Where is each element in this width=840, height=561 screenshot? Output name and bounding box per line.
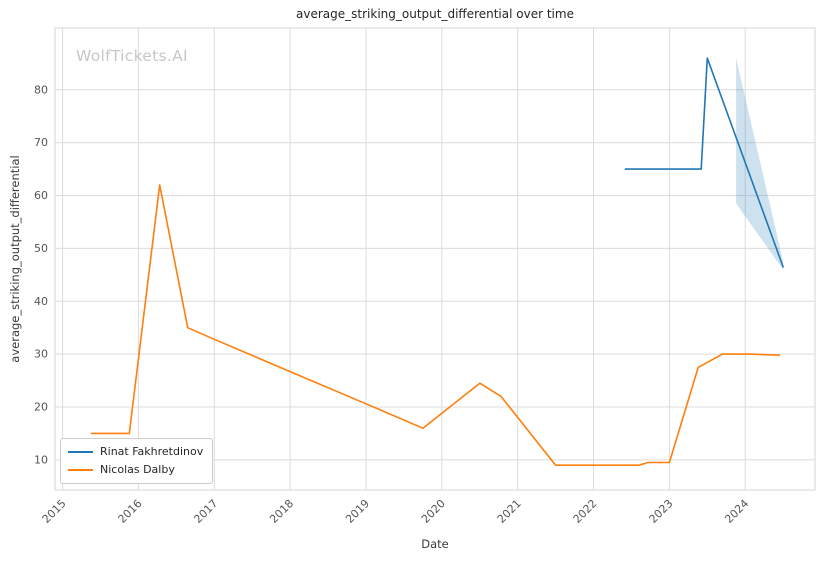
chart-title: average_striking_output_differential ove… xyxy=(296,7,574,21)
x-tick-label: 2015 xyxy=(40,497,69,526)
y-tick-label: 70 xyxy=(34,136,48,149)
y-axis-label: average_striking_output_differential xyxy=(8,155,22,363)
legend-label-dalby: Nicolas Dalby xyxy=(100,463,175,476)
x-tick-label: 2017 xyxy=(191,497,220,526)
y-tick-label: 10 xyxy=(34,453,48,466)
y-tick-label: 60 xyxy=(34,189,48,202)
x-tick-label: 2018 xyxy=(267,497,296,526)
x-tick-label: 2019 xyxy=(343,497,372,526)
y-tick-label: 40 xyxy=(34,295,48,308)
legend-line-rinat-swatch xyxy=(68,451,93,453)
legend-item-rinat-fakhretdinov: Rinat Fakhretdinov xyxy=(68,444,203,460)
x-axis-label: Date xyxy=(421,537,449,551)
series-line-nicolas-dalby xyxy=(90,184,781,467)
y-tick-label: 20 xyxy=(34,401,48,414)
x-tick-label: 2020 xyxy=(419,497,448,526)
y-tick-label: 80 xyxy=(34,83,48,96)
watermark: WolfTickets.AI xyxy=(76,47,188,65)
x-tick-label: 2016 xyxy=(116,497,145,526)
x-tick-label: 2024 xyxy=(722,497,751,526)
y-tick-label: 30 xyxy=(34,348,48,361)
legend: Rinat Fakhretdinov Nicolas Dalby xyxy=(60,438,214,484)
x-tick-label: 2023 xyxy=(647,497,676,526)
confidence-band xyxy=(736,58,784,270)
legend-line-dalby-swatch xyxy=(68,469,93,471)
legend-label-rinat: Rinat Fakhretdinov xyxy=(100,445,204,458)
x-tick-label: 2022 xyxy=(571,497,600,526)
plot-frame xyxy=(54,27,816,491)
y-tick-label: 50 xyxy=(34,242,48,255)
series-line-rinat-fakhretdinov xyxy=(624,57,784,268)
x-tick-label: 2021 xyxy=(495,497,524,526)
legend-item-nicolas-dalby: Nicolas Dalby xyxy=(68,462,203,478)
